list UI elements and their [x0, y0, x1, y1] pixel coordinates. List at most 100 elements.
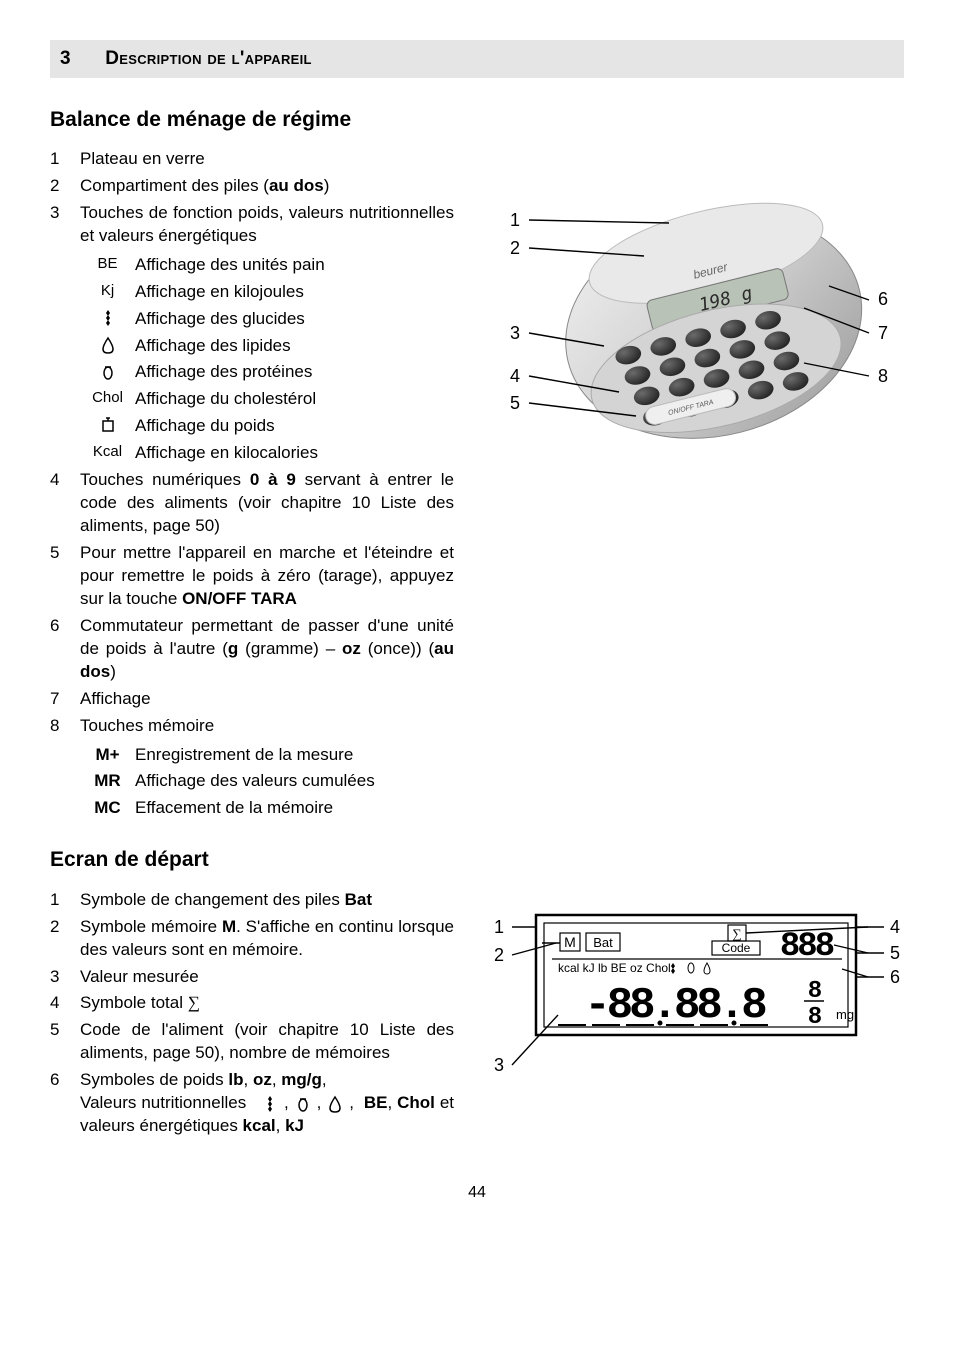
item-text: Touches numériques 0 à 9 servant à entre…	[80, 469, 454, 538]
list-item: 3Valeur mesurée	[50, 966, 454, 989]
sub-value: Affichage des unités pain	[135, 254, 454, 277]
sublist-row: Affichage des lipides	[50, 335, 454, 358]
balance-list: 1Plateau en verre2Compartiment des piles…	[50, 148, 454, 820]
sub-key: MR	[80, 770, 135, 793]
section-number: 3	[60, 46, 100, 72]
item-number: 3	[50, 202, 80, 248]
item-text: Plateau en verre	[80, 148, 454, 171]
item-number: 4	[50, 992, 80, 1015]
item-number: 2	[50, 175, 80, 198]
svg-text:M: M	[564, 934, 576, 950]
item-text: Affichage	[80, 688, 454, 711]
item-number: 5	[50, 542, 80, 611]
sub-value: Affichage des protéines	[135, 361, 454, 384]
list-item: 4Touches numériques 0 à 9 servant à entr…	[50, 469, 454, 538]
svg-text:Code: Code	[722, 941, 751, 955]
item-text: Symboles de poids lb, oz, mg/g,Valeurs n…	[80, 1069, 454, 1138]
sub-key: MC	[80, 797, 135, 820]
sublist-row: MRAffichage des valeurs cumulées	[50, 770, 454, 793]
page-number: 44	[50, 1182, 904, 1204]
lcd-figure: M Bat ∑ Code 888 kcal kJ lb BE oz Chol	[474, 897, 904, 1087]
sub-key: BE	[80, 254, 135, 277]
item-number: 8	[50, 715, 80, 738]
item-text: Symbole de changement des piles Bat	[80, 889, 454, 912]
lcd-callout-2: 2	[494, 943, 504, 967]
list-item: 5Code de l'aliment (voir chapitre 10 Lis…	[50, 1019, 454, 1065]
item-number: 4	[50, 469, 80, 538]
item-text: Compartiment des piles (au dos)	[80, 175, 454, 198]
lcd-callout-3: 3	[494, 1053, 504, 1077]
drop-icon	[80, 335, 135, 358]
sublist: BEAffichage des unités painKjAffichage e…	[50, 254, 454, 466]
svg-text:Bat: Bat	[593, 935, 613, 950]
item-text: Valeur mesurée	[80, 966, 454, 989]
callout-3: 3	[510, 321, 520, 345]
callout-1: 1	[510, 208, 520, 232]
scale-icon	[80, 415, 135, 438]
sublist-row: Affichage des protéines	[50, 361, 454, 384]
lcd-callout-4: 4	[890, 915, 900, 939]
item-number: 1	[50, 148, 80, 171]
svg-text:mg: mg	[836, 1007, 854, 1022]
lcd-callout-1: 1	[494, 915, 504, 939]
list-item: 7Affichage	[50, 688, 454, 711]
item-text: Symbole mémoire M. S'affiche en continu …	[80, 916, 454, 962]
item-number: 6	[50, 1069, 80, 1138]
item-text: Pour mettre l'appareil en marche et l'ét…	[80, 542, 454, 611]
oval-icon	[80, 361, 135, 384]
item-number: 2	[50, 916, 80, 962]
item-number: 7	[50, 688, 80, 711]
item-number: 6	[50, 615, 80, 684]
list-item: 8Touches mémoire	[50, 715, 454, 738]
section-title: Description de l'appareil	[105, 48, 312, 69]
list-item: 6Commutateur permettant de passer d'une …	[50, 615, 454, 684]
ecran-list: 1Symbole de changement des piles Bat2Sym…	[50, 889, 454, 1138]
callout-6: 6	[878, 287, 888, 311]
callout-4: 4	[510, 364, 520, 388]
list-item: 1Symbole de changement des piles Bat	[50, 889, 454, 912]
sub-value: Affichage en kilojoules	[135, 281, 454, 304]
sublist-row: M+Enregistrement de la mesure	[50, 744, 454, 767]
sublist-row: KcalAffichage en kilocalories	[50, 442, 454, 465]
sub-value: Affichage des valeurs cumulées	[135, 770, 454, 793]
list-item: 2Symbole mémoire M. S'affiche en continu…	[50, 916, 454, 962]
list-item: 3Touches de fonction poids, valeurs nutr…	[50, 202, 454, 248]
heading-balance: Balance de ménage de régime	[50, 106, 904, 134]
list-item: 5Pour mettre l'appareil en marche et l'é…	[50, 542, 454, 611]
callout-7: 7	[878, 321, 888, 345]
svg-text:∑: ∑	[732, 926, 741, 941]
svg-text:888: 888	[780, 928, 834, 966]
item-text: Touches de fonction poids, valeurs nutri…	[80, 202, 454, 248]
sub-value: Affichage du cholestérol	[135, 388, 454, 411]
wheat-icon	[80, 308, 135, 331]
sub-key: Kj	[80, 281, 135, 304]
section-header: 3 Description de l'appareil	[50, 40, 904, 78]
item-text: Commutateur permettant de passer d'une u…	[80, 615, 454, 684]
sub-key: Chol	[80, 388, 135, 411]
item-text: Symbole total ∑	[80, 992, 454, 1015]
sub-value: Effacement de la mémoire	[135, 797, 454, 820]
sub-key: Kcal	[80, 442, 135, 465]
lcd-callout-5: 5	[890, 941, 900, 965]
sub-value: Affichage des lipides	[135, 335, 454, 358]
sublist-row: Affichage du poids	[50, 415, 454, 438]
svg-text:8: 8	[808, 1004, 822, 1031]
sub-value: Affichage en kilocalories	[135, 442, 454, 465]
callout-8: 8	[878, 364, 888, 388]
item-text: Touches mémoire	[80, 715, 454, 738]
sub-key: M+	[80, 744, 135, 767]
sub-value: Affichage des glucides	[135, 308, 454, 331]
item-number: 1	[50, 889, 80, 912]
sublist: M+Enregistrement de la mesure MRAffichage…	[50, 744, 454, 821]
list-item: 1Plateau en verre	[50, 148, 454, 171]
sublist-row: MCEffacement de la mémoire	[50, 797, 454, 820]
lcd-callout-6: 6	[890, 965, 900, 989]
list-item: 2Compartiment des piles (au dos)	[50, 175, 454, 198]
device-figure: beurer 198 g ON/OFF TARA	[474, 178, 904, 478]
callout-5: 5	[510, 391, 520, 415]
list-item: 4Symbole total ∑	[50, 992, 454, 1015]
sublist-row: KjAffichage en kilojoules	[50, 281, 454, 304]
item-number: 5	[50, 1019, 80, 1065]
svg-text:kcal kJ lb BE oz Chol: kcal kJ lb BE oz Chol	[558, 961, 671, 975]
sub-value: Affichage du poids	[135, 415, 454, 438]
